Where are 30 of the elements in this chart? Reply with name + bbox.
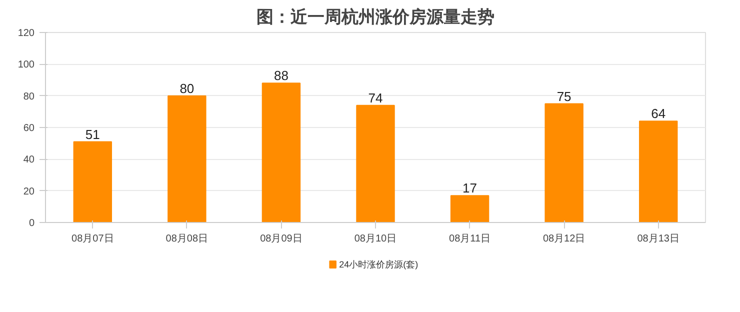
legend-label: 24小时涨价房源(套) (339, 260, 418, 270)
data-label: 88 (274, 68, 288, 84)
data-label: 80 (180, 80, 194, 96)
x-tick-label: 08月11日 (449, 234, 491, 244)
y-tick-label: 120 (18, 28, 35, 39)
bar (544, 103, 584, 222)
data-label: 51 (85, 126, 100, 142)
x-tick-label: 08月07日 (72, 234, 114, 244)
chart-title: 图：近一周杭州涨价房源量走势 (256, 8, 494, 28)
bar (356, 104, 395, 222)
bar (639, 120, 678, 222)
y-tick-label: 0 (28, 218, 35, 229)
y-tick-label: 60 (23, 123, 35, 134)
data-label: 17 (462, 180, 478, 196)
x-tick-label: 08月08日 (166, 234, 208, 244)
y-tick-label: 20 (23, 186, 35, 198)
data-label: 74 (368, 90, 383, 106)
bar (73, 141, 112, 222)
bar (262, 82, 301, 222)
bar (168, 95, 206, 222)
data-label: 64 (651, 106, 666, 122)
y-tick-label: 100 (18, 60, 35, 71)
data-label: 75 (556, 88, 572, 104)
x-tick-label: 08月09日 (260, 234, 302, 244)
y-tick-label: 40 (23, 154, 35, 166)
bar (450, 195, 490, 222)
x-tick-label: 08月10日 (354, 234, 397, 244)
x-tick-label: 08月12日 (542, 234, 586, 244)
y-tick-label: 80 (23, 91, 35, 102)
x-tick-label: 08月13日 (637, 234, 680, 244)
